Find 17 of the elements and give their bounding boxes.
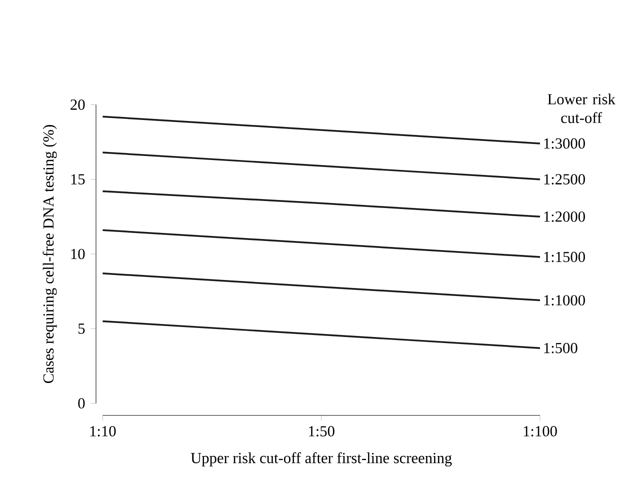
y-tick-label: 10	[71, 248, 85, 260]
series-label: 1:2500	[544, 174, 585, 185]
y-tick-label: 0	[78, 398, 85, 409]
y-axis-title: Cases requiring cell-free DNA testing (%)	[42, 125, 57, 384]
y-tick-label: 5	[78, 324, 85, 334]
series-label: 1:2000	[544, 211, 585, 222]
y-tick-label: 20	[70, 100, 85, 110]
y-tick-label: 15	[71, 174, 85, 184]
x-axis-title: Upper risk cut-off after first-line screening	[190, 452, 452, 466]
x-tick-label: 1:50	[309, 426, 334, 436]
series-label: 1:500	[544, 342, 578, 354]
x-tick-label: 1:10	[90, 426, 116, 436]
series-label: 1:3000	[544, 138, 585, 149]
series-label: 1:1500	[544, 252, 585, 262]
x-tick-label: 1:100	[524, 426, 557, 436]
series-label: 1:1000	[544, 295, 585, 306]
legend-title: Lower risk cut-off	[548, 94, 616, 124]
